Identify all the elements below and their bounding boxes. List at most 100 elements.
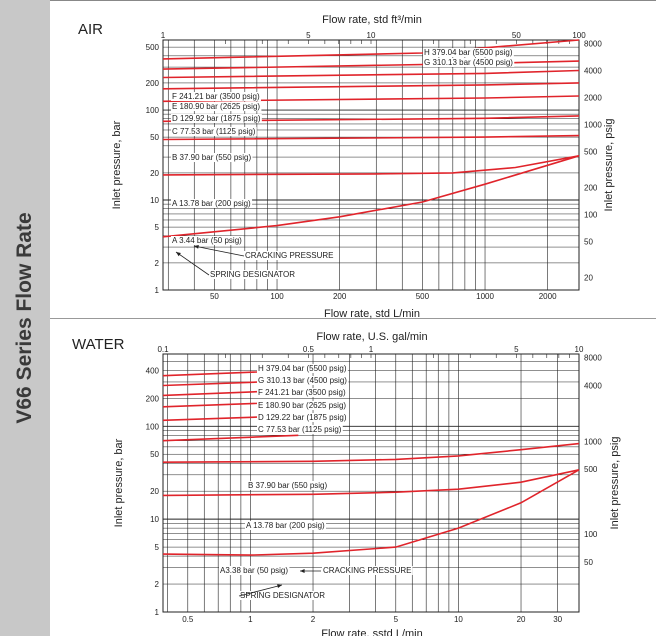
chart0-series-line-2 xyxy=(162,69,580,79)
chart1-y-tick-label: 5 xyxy=(155,543,160,552)
chart1-x-tick-label: 20 xyxy=(517,615,526,624)
chart0-series-label-2-bg xyxy=(171,92,261,101)
chart1-series-line-5 xyxy=(162,434,299,442)
chart0-annotation-arrowhead-1 xyxy=(176,252,181,257)
chart1-top-tick-label: 0.5 xyxy=(303,345,315,354)
chart0-series-label-1-bg xyxy=(423,58,515,67)
chart1-series-label-5: C 77.53 bar (1125 psig) xyxy=(258,425,342,434)
chart0-y2-tick-label: 8000 xyxy=(584,39,602,48)
chart1-series-line-8 xyxy=(162,469,580,556)
chart1-y-tick-label: 1 xyxy=(155,608,160,617)
chart1-annotation-1: CRACKING PRESSURE xyxy=(323,566,411,575)
chart0-annotation-arrowhead-0 xyxy=(194,244,199,249)
chart1-y-tick-label: 50 xyxy=(150,450,159,459)
chart0-series-line-6 xyxy=(162,134,580,141)
chart1-x-tick-label: 30 xyxy=(553,615,562,624)
chart1-y2-tick-label: 50 xyxy=(584,558,593,567)
chart1-y-tick-label: 100 xyxy=(146,422,160,431)
chart1-y2-tick-label: 4000 xyxy=(584,381,602,390)
chart0-y2-tick-label: 100 xyxy=(584,211,598,220)
chart0-series-label-0-bg xyxy=(423,48,514,57)
chart0-y2-tick-label: 50 xyxy=(584,238,593,247)
chart1-y2-axis-label: Inlet pressure, psig xyxy=(609,437,621,530)
chart1-x-tick-label: 2 xyxy=(311,615,316,624)
chart1-annotation-1-bg xyxy=(322,566,413,575)
chart0-annotation-arrow-0 xyxy=(193,245,245,257)
chart0-x-tick-label: 2000 xyxy=(539,292,557,301)
chart1-series-label-7-bg xyxy=(247,481,329,490)
chart1-series-label-8: A 13.78 bar (200 psig) xyxy=(246,521,325,530)
chart0-series-line-3 xyxy=(162,82,580,90)
chart0-top-tick-label: 10 xyxy=(367,31,376,40)
chart0-series-line-5 xyxy=(162,115,580,123)
chart0-top-axis-label: Flow rate, std ft³/min xyxy=(322,14,422,26)
chart0-annotation-0: A 3.44 bar (50 psig) xyxy=(172,236,242,245)
chart1-series-label-8-bg xyxy=(245,521,327,530)
chart1-series-label-4-bg xyxy=(257,413,348,422)
top-rule xyxy=(50,0,656,1)
chart1-annotation-arrowhead-0 xyxy=(300,569,305,573)
chart0-series-label-6-bg xyxy=(171,153,253,162)
chart0-x-tick-label: 100 xyxy=(270,292,284,301)
chart1-x-tick-label: 0.5 xyxy=(182,615,194,624)
chart1-series-label-3: E 180.90 bar (2625 psig) xyxy=(258,401,346,410)
chart1-y-tick-label: 200 xyxy=(146,394,160,403)
chart1-x-axis-label: Flow rate, sstd L/min xyxy=(321,628,422,636)
chart0-y2-axis-label: Inlet pressure, psig xyxy=(603,119,615,212)
chart1-series-label-3-bg xyxy=(257,401,348,410)
chart0-series-label-3: E 180.90 bar (2625 psig) xyxy=(172,102,260,111)
chart0-annotation-arrow-1 xyxy=(175,251,210,276)
chart0-y-tick-label: 20 xyxy=(150,169,159,178)
chart0-top-tick-label: 5 xyxy=(306,31,311,40)
chart0-y-tick-label: 5 xyxy=(155,223,160,232)
chart1-series-label-0-bg xyxy=(257,364,348,373)
chart0-series-label-3-bg xyxy=(171,102,262,111)
chart1-series-label-7: B 37.90 bar (550 psig) xyxy=(248,481,327,490)
chart1-top-axis-label: Flow rate, U.S. gal/min xyxy=(316,331,427,343)
chart0-y-tick-label: 500 xyxy=(146,43,160,52)
chart0-title: AIR xyxy=(78,21,103,38)
chart0-y-axis-label: Inlet pressure, bar xyxy=(111,120,123,209)
chart1-y-tick-label: 2 xyxy=(155,580,160,589)
chart0-annotation-0-bg xyxy=(171,236,244,245)
chart1-x-tick-label: 1 xyxy=(248,615,253,624)
chart0-series-line-7 xyxy=(162,155,580,176)
chart1-annotation-arrowhead-1 xyxy=(277,584,282,589)
chart1-annotation-0-bg xyxy=(219,566,290,575)
chart1-y-axis-label: Inlet pressure, bar xyxy=(113,438,125,527)
chart1-x-tick-label: 5 xyxy=(394,615,399,624)
chart1-top-tick-label: 10 xyxy=(575,345,584,354)
chart0-series-label-2: F 241.21 bar (3500 psig) xyxy=(172,92,260,101)
chart1-y2-tick-label: 100 xyxy=(584,530,598,539)
chart0-x-tick-label: 200 xyxy=(333,292,347,301)
chart1-series-label-5-bg xyxy=(257,425,343,434)
chart0-series-label-8-bg xyxy=(171,199,253,208)
chart0-x-axis-label: Flow rate, std L/min xyxy=(324,308,420,320)
chart1-series-label-1-bg xyxy=(257,376,349,385)
chart0-x-tick-label: 1000 xyxy=(476,292,494,301)
chart1-y2-tick-label: 500 xyxy=(584,465,598,474)
chart1-y-tick-label: 20 xyxy=(150,487,159,496)
chart0-annotation-2-bg xyxy=(209,270,297,279)
chart0-x-tick-label: 50 xyxy=(210,292,219,301)
chart0-y2-tick-label: 200 xyxy=(584,183,598,192)
chart1-series-line-7 xyxy=(162,469,580,497)
chart1-top-tick-label: 1 xyxy=(369,345,374,354)
chart1-series-label-2: F 241.21 bar (3500 psig) xyxy=(258,388,346,397)
chart1-series-label-2-bg xyxy=(257,388,347,397)
chart0-series-line-1 xyxy=(162,60,580,70)
chart0-series-label-1: G 310.13 bar (4500 psig) xyxy=(424,58,513,67)
chart0-series-label-4-bg xyxy=(171,114,262,123)
chart0-series-label-0: H 379.04 bar (5500 psig) xyxy=(424,48,513,57)
chart1-x-tick-label: 10 xyxy=(454,615,463,624)
chart1-y-tick-label: 10 xyxy=(150,515,159,524)
chart0-y2-tick-label: 500 xyxy=(584,148,598,157)
panel-divider xyxy=(50,318,656,319)
chart0-series-label-8: A 13.78 bar (200 psig) xyxy=(172,199,251,208)
chart1-y2-tick-label: 8000 xyxy=(584,353,602,362)
chart0-top-tick-label: 1 xyxy=(161,31,166,40)
chart0-series-line-8 xyxy=(162,155,580,238)
chart0-series-label-4: D 129.92 bar (1875 psig) xyxy=(172,114,261,123)
chart0-y2-tick-label: 20 xyxy=(584,273,593,282)
chart0-top-tick-label: 100 xyxy=(572,31,586,40)
